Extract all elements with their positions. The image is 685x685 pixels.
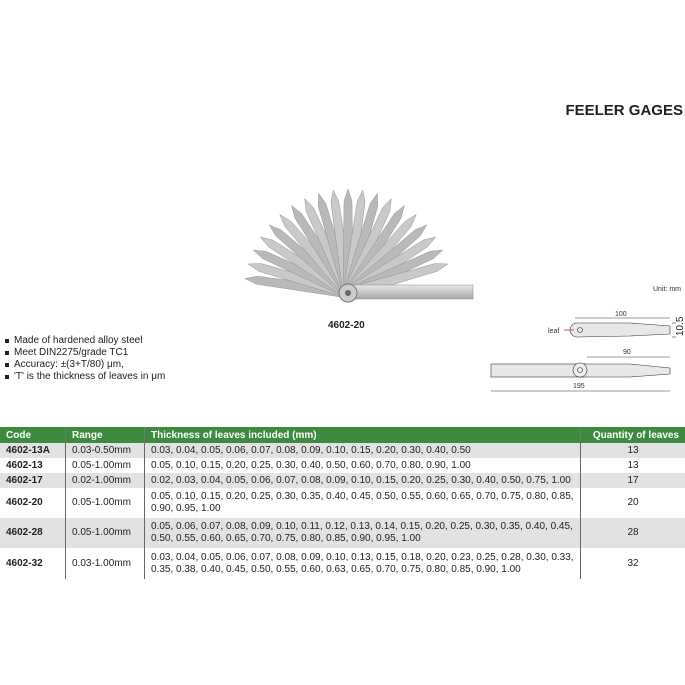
dim-10-5: 10.5 [675,316,685,336]
cell-thickness: 0.05, 0.10, 0.15, 0.20, 0.25, 0.30, 0.35… [144,488,581,518]
header-quantity: Quantity of leaves [580,427,685,443]
cell-range: 0.03-1.00mm [65,548,145,579]
cell-thickness: 0.05, 0.10, 0.15, 0.20, 0.25, 0.30, 0.40… [144,458,581,473]
cell-range: 0.05-1.00mm [65,458,145,473]
cell-thickness: 0.02, 0.03, 0.04, 0.05, 0.06, 0.07, 0.08… [144,473,581,488]
specs-table: Code Range Thickness of leaves included … [0,427,685,579]
cell-qty: 20 [580,488,685,518]
cell-thickness: 0.03, 0.04, 0.05, 0.06, 0.07, 0.08, 0.09… [144,443,581,458]
dim-195: 195 [573,383,585,390]
cell-range: 0.05-1.00mm [65,488,145,518]
header-thickness: Thickness of leaves included (mm) [144,427,581,443]
cell-thickness: 0.03, 0.04, 0.05, 0.06, 0.07, 0.08, 0.09… [144,548,581,579]
cell-range: 0.05-1.00mm [65,518,145,548]
page-title: FEELER GAGES [565,102,683,119]
cell-qty: 13 [580,443,685,458]
cell-code: 4602-32 [6,557,43,569]
cell-code: 4602-20 [6,497,43,508]
dim-90: 90 [623,349,631,356]
cell-qty: 17 [580,473,685,488]
dim-100: 100 [615,311,627,318]
cell-range: 0.02-1.00mm [65,473,145,488]
table-row: 4602-32 0.03-1.00mm 0.03, 0.04, 0.05, 0.06… [0,548,685,579]
table-row: 4602-17 0.02-1.00mm 0.02, 0.03, 0.04, 0.05… [0,473,685,488]
feature-list: Made of hardened alloy steel Meet DIN227… [4,335,165,383]
cell-qty: 28 [580,518,685,548]
cell-code: 4602-28 [0,518,66,548]
cell-range: 0.03-0.50mm [65,443,145,458]
table-row: 4602-13A 0.03-0.50mm 0.03, 0.04, 0.05, 0.0… [0,443,685,458]
feature-item: Accuracy: ±(3+T/80) μm, [4,359,165,371]
table-row: 4602-20 0.05-1.00mm 0.05, 0.10, 0.15, 0.20… [0,488,685,518]
feeler-gauge-image [244,188,474,303]
table-row: 4602-13 0.05-1.00mm 0.05, 0.10, 0.15, 0.20… [0,458,685,473]
unit-label: Unit: mm [653,286,681,293]
cell-thickness: 0.05, 0.06, 0.07, 0.08, 0.09, 0.10, 0.11… [144,518,581,548]
feature-item: Made of hardened alloy steel [4,335,165,347]
cell-code: 4602-17 [0,473,66,488]
cell-qty: 13 [580,458,685,473]
dimension-drawing: Unit: mm 100 10.5 leaf 90 195 [490,286,685,392]
product-caption: 4602-20 [328,320,365,331]
feature-item: Meet DIN2275/grade TC1 [4,347,165,359]
table-row: 4602-28 0.05-1.00mm 0.05, 0.06, 0.07, 0.08… [0,518,685,548]
header-code: Code [0,427,66,443]
leaf-label: leaf [548,328,559,335]
gauge-handle [347,284,474,300]
feature-item: 'T' is the thickness of leaves in μm [4,371,165,383]
cell-code: 4602-13A [0,443,66,458]
header-range: Range [65,427,145,443]
cell-code: 4602-13 [6,459,43,471]
cell-qty: 32 [580,548,685,579]
